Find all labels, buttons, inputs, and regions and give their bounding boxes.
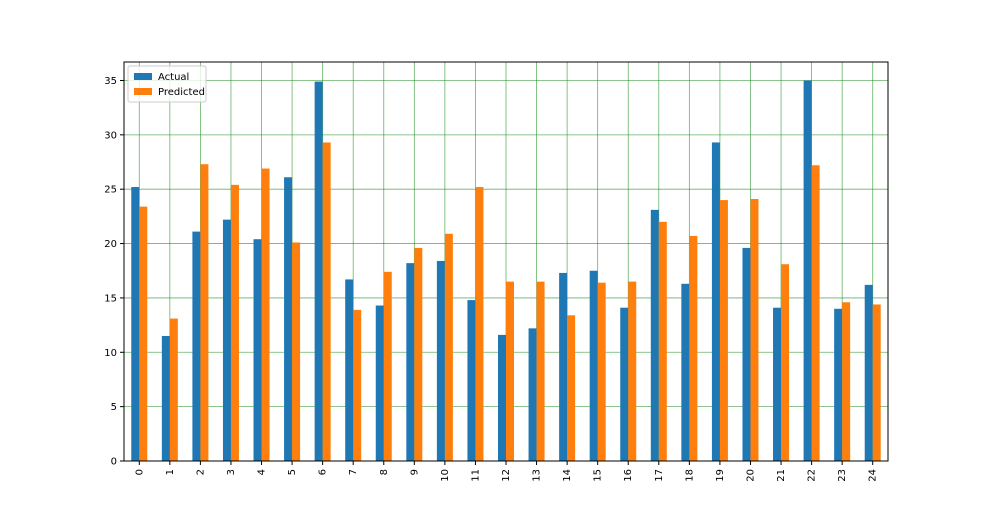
x-tick-label: 19 (715, 469, 726, 482)
bar-predicted-17 (658, 221, 667, 461)
x-tick-label: 10 (440, 469, 451, 482)
y-tick-label: 15 (104, 293, 117, 304)
bar-actual-1 (161, 335, 170, 461)
bar-predicted-18 (689, 235, 698, 461)
x-tick-label: 21 (776, 469, 787, 482)
bar-actual-4 (253, 239, 262, 461)
x-tick-label: 3 (226, 469, 237, 475)
bar-predicted-15 (597, 282, 606, 461)
bar-actual-19 (711, 142, 720, 461)
bar-actual-2 (192, 231, 201, 461)
y-tick-label: 10 (104, 348, 117, 359)
y-tick-label: 30 (104, 130, 117, 141)
x-tick-label: 9 (409, 469, 420, 475)
x-tick-label: 16 (623, 469, 634, 482)
x-tick-label: 2 (195, 469, 206, 475)
x-tick-label: 7 (348, 469, 359, 475)
y-tick-label: 25 (104, 185, 117, 196)
bar-predicted-0 (139, 206, 148, 461)
bar-actual-14 (559, 272, 568, 461)
x-tick-label: 4 (257, 469, 268, 475)
y-tick-label: 0 (111, 457, 117, 468)
bar-actual-18 (681, 283, 690, 461)
bar-actual-5 (284, 177, 293, 462)
bar-actual-7 (345, 279, 354, 461)
bar-predicted-6 (322, 142, 331, 461)
y-axis: 0 5 10 15 20 25 30 35 (104, 76, 124, 468)
x-tick-label: 23 (837, 469, 848, 482)
x-tick-label: 1 (165, 469, 176, 475)
bar-actual-9 (406, 263, 415, 461)
bar-actual-10 (436, 260, 445, 461)
y-tick-label: 5 (111, 402, 117, 413)
bar-actual-22 (803, 80, 812, 461)
x-tick-label: 14 (562, 469, 573, 482)
bar-predicted-24 (872, 304, 881, 461)
bar-actual-17 (650, 209, 659, 461)
x-axis: 0 1 2 3 4 5 6 7 8 9 10 11 12 13 14 15 16 17 18 19 20 21 22 23 24 (134, 461, 879, 482)
bar-actual-11 (467, 300, 476, 461)
legend-swatch-predicted (134, 88, 152, 95)
bar-actual-15 (589, 270, 598, 461)
x-tick-label: 8 (379, 469, 390, 475)
legend-swatch-actual (134, 73, 152, 80)
bar-predicted-20 (750, 198, 759, 461)
bar-predicted-14 (567, 315, 576, 461)
legend-label-predicted: Predicted (158, 87, 205, 98)
bar-predicted-21 (781, 264, 790, 461)
bar-predicted-4 (261, 168, 270, 461)
x-tick-label: 0 (134, 469, 145, 475)
bar-predicted-2 (200, 164, 209, 462)
bar-predicted-10 (444, 233, 453, 461)
bar-actual-0 (131, 187, 140, 461)
bar-actual-8 (375, 305, 384, 461)
legend-label-actual: Actual (158, 72, 189, 83)
x-tick-label: 24 (868, 469, 879, 482)
bar-actual-6 (314, 81, 323, 461)
bar-actual-3 (222, 219, 231, 461)
bar-predicted-5 (292, 242, 301, 461)
bar-actual-13 (528, 328, 537, 461)
x-tick-label: 13 (532, 469, 543, 482)
bar-predicted-13 (536, 281, 545, 461)
bar-actual-24 (864, 284, 873, 461)
bar-predicted-8 (383, 271, 392, 461)
bar-actual-12 (498, 334, 506, 461)
x-tick-label: 22 (807, 469, 818, 482)
bar-actual-16 (620, 307, 629, 461)
bar-predicted-1 (169, 318, 178, 461)
x-tick-label: 5 (287, 469, 298, 475)
x-tick-label: 17 (654, 469, 665, 482)
bar-predicted-16 (628, 281, 637, 461)
bar-actual-21 (773, 307, 782, 461)
bar-predicted-9 (414, 247, 423, 461)
bar-actual-23 (834, 308, 843, 461)
x-tick-label: 20 (745, 469, 756, 482)
bars (131, 80, 881, 462)
legend: Actual Predicted (127, 65, 207, 103)
bar-predicted-22 (811, 165, 820, 461)
bar-predicted-11 (475, 187, 484, 461)
y-tick-label: 35 (104, 76, 117, 87)
x-tick-label: 15 (593, 469, 604, 482)
bar-predicted-3 (230, 184, 239, 462)
x-tick-label: 6 (318, 469, 329, 475)
bar-predicted-23 (842, 302, 851, 461)
y-tick-label: 20 (104, 239, 117, 250)
x-tick-label: 18 (684, 469, 695, 482)
x-tick-label: 12 (501, 469, 512, 482)
bar-predicted-7 (353, 309, 362, 461)
bar-actual-20 (742, 247, 751, 461)
bar-predicted-12 (506, 281, 514, 461)
x-tick-label: 11 (470, 469, 481, 482)
bar-predicted-19 (719, 200, 728, 462)
